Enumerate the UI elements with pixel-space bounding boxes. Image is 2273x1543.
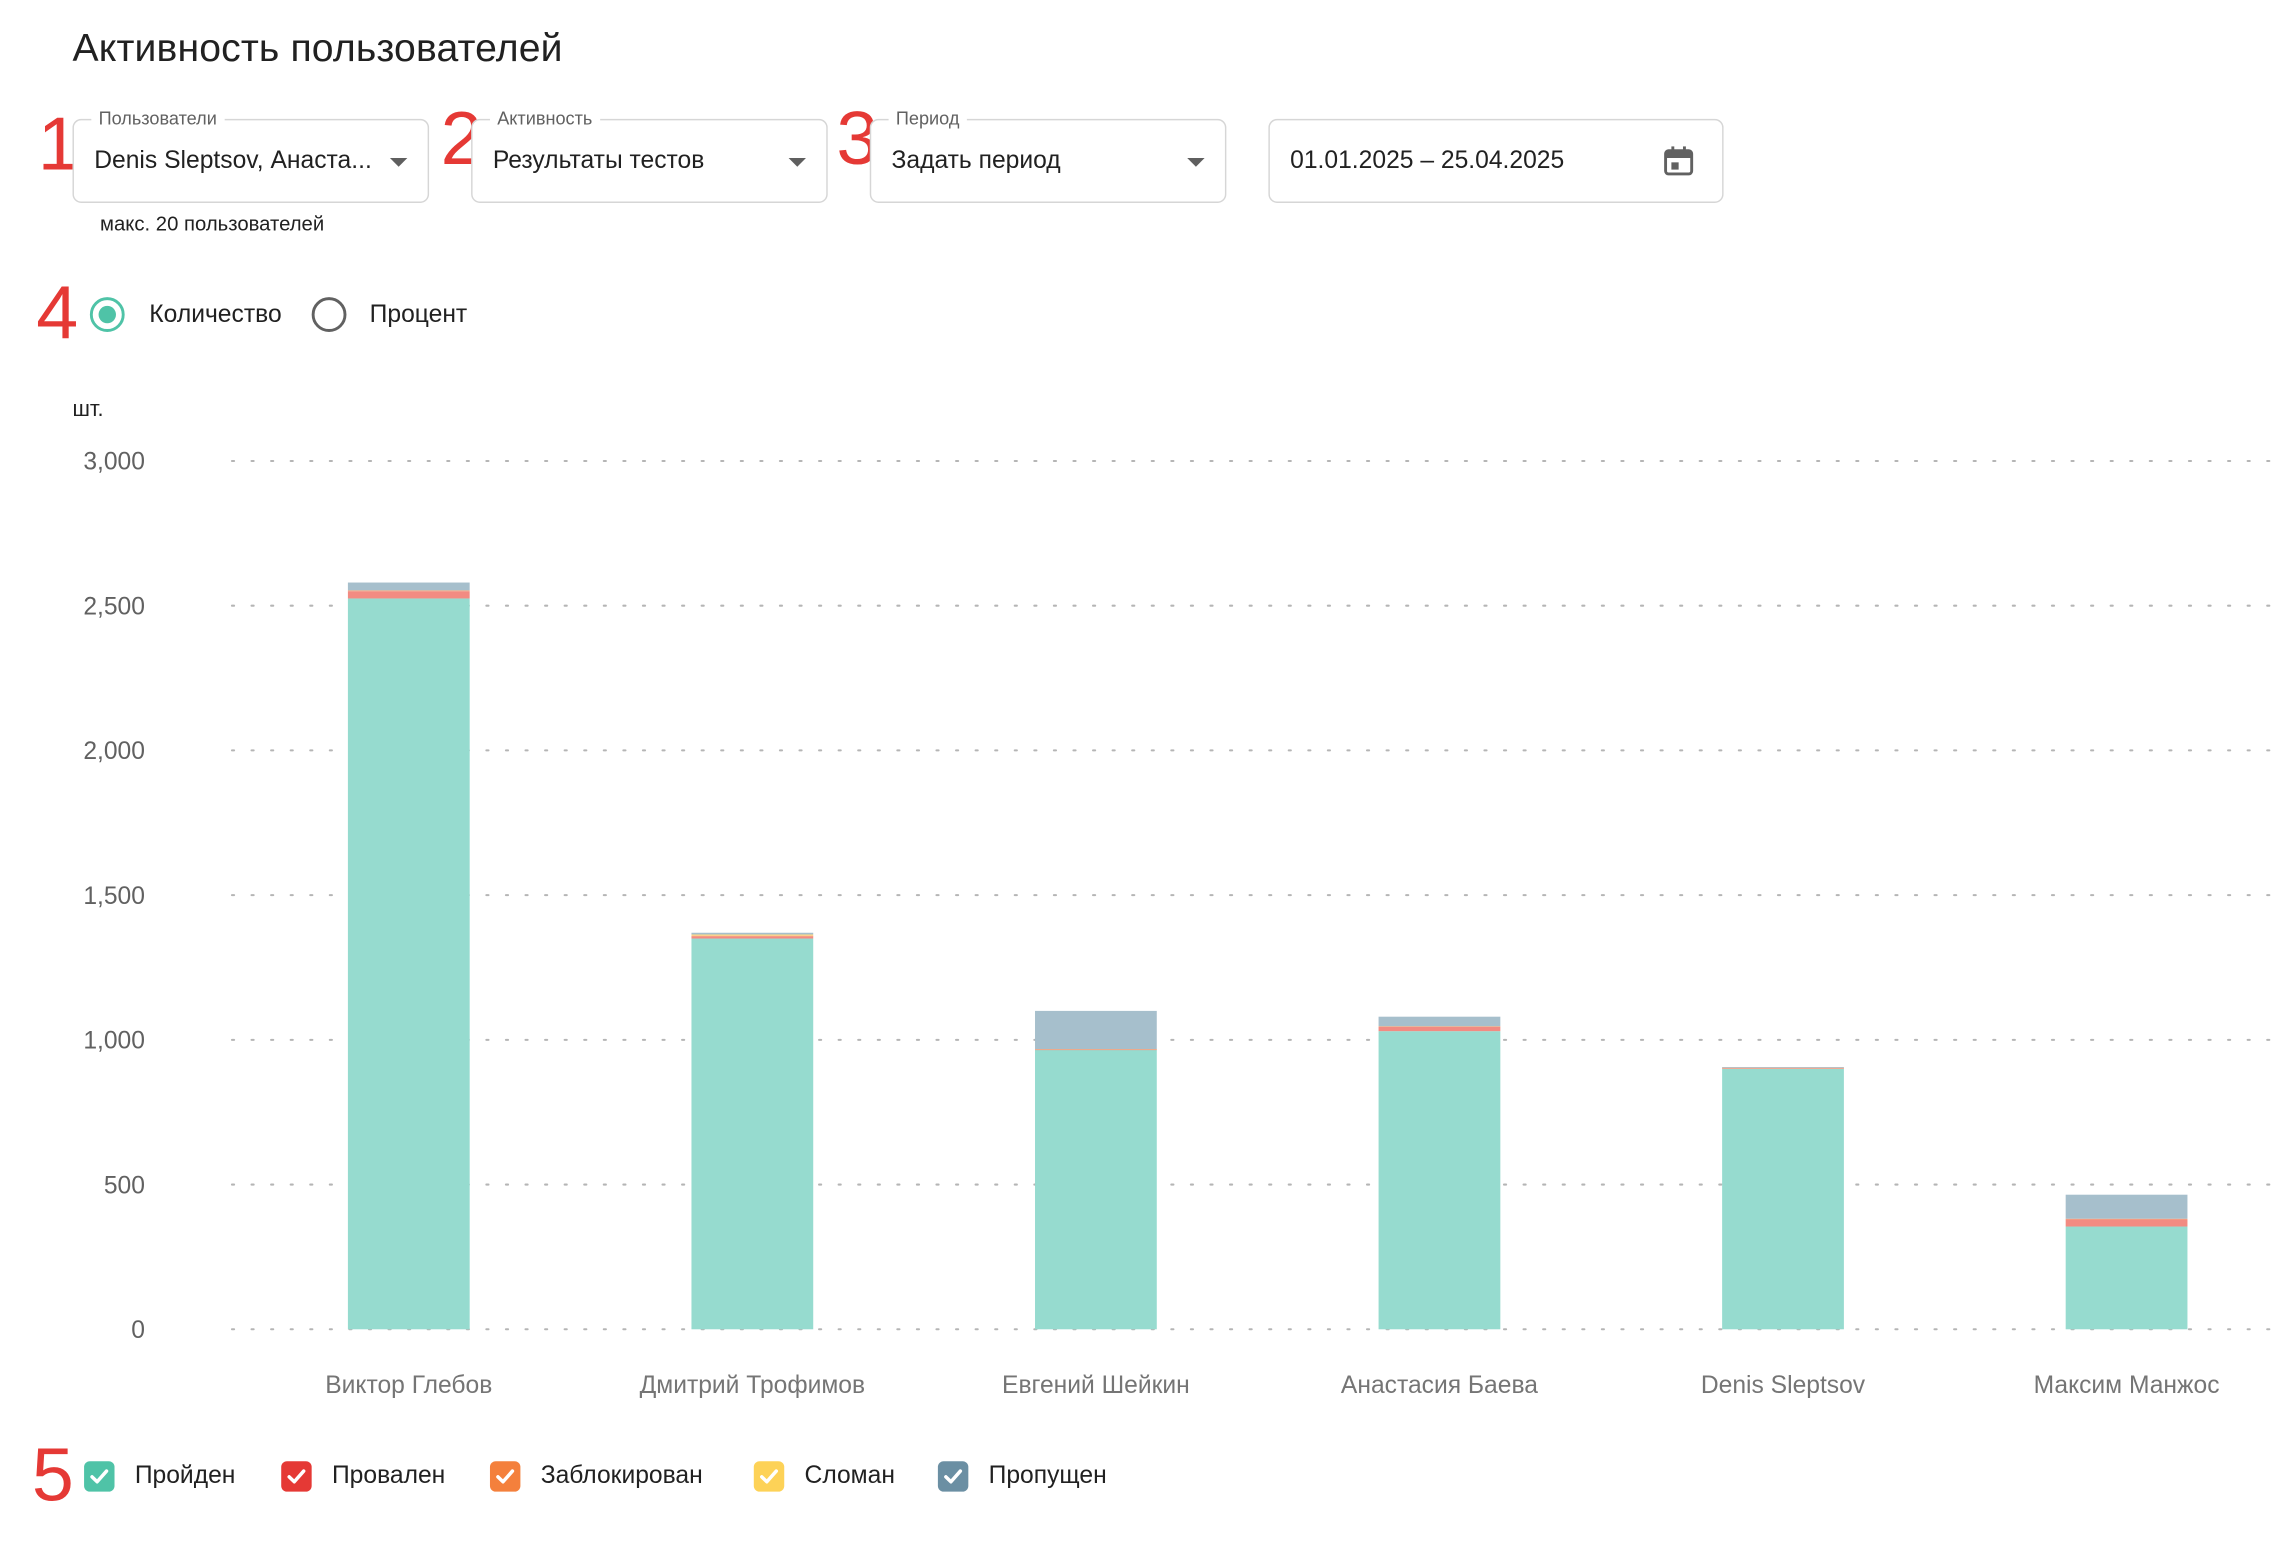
bar-segment	[2065, 1218, 2188, 1220]
bar-segment	[1035, 1049, 1157, 1330]
checkbox-checked-icon[interactable]	[489, 1460, 521, 1491]
y-tick-label: 1,500	[83, 883, 145, 910]
date-range-value: 01.01.2025 – 25.04.2025	[1290, 146, 1565, 174]
radio-percent-label[interactable]: Процент	[369, 300, 468, 328]
x-category-label: Евгений Шейкин	[1002, 1372, 1190, 1399]
page-title: Активность пользователей	[72, 26, 563, 70]
bar-segment	[1378, 1026, 1501, 1027]
bar-segment	[2065, 1194, 2188, 1219]
bar-segment	[1378, 1016, 1501, 1027]
y-tick-label: 2,500	[83, 593, 145, 620]
legend-label: Пропущен	[988, 1461, 1107, 1489]
y-tick-label: 3,000	[83, 449, 145, 476]
legend-item[interactable]: Пропущен	[937, 1458, 1107, 1493]
bar-segment	[691, 934, 814, 936]
bar-segment	[2065, 1226, 2188, 1330]
bar-segment	[347, 590, 470, 592]
activity-select-value: Результаты тестов	[492, 146, 705, 174]
activity-select[interactable]: Активность Результаты тестов	[471, 108, 828, 203]
step-marker-4: 4	[36, 271, 79, 356]
x-category-label: Denis Sleptsov	[1701, 1372, 1866, 1399]
legend-item[interactable]: Провален	[281, 1458, 445, 1493]
bar-segment	[347, 591, 470, 599]
step-marker-5: 5	[31, 1433, 74, 1518]
bar-segment	[1378, 1031, 1501, 1330]
bar-segment	[1035, 1010, 1157, 1050]
x-category-label: Анастасия Баева	[1341, 1372, 1538, 1399]
legend-label: Провален	[331, 1461, 446, 1489]
bar-segment	[347, 582, 470, 591]
bar-segment	[691, 935, 814, 937]
legend-item[interactable]: Сломан	[753, 1458, 895, 1493]
y-tick-label: 2,000	[83, 738, 145, 765]
checkbox-checked-icon[interactable]	[281, 1460, 312, 1491]
checkbox-checked-icon[interactable]	[84, 1460, 115, 1491]
x-category-label: Максим Манжос	[2034, 1372, 2220, 1399]
period-select[interactable]: Период Задать период	[869, 108, 1227, 203]
checkbox-checked-icon[interactable]	[937, 1460, 969, 1491]
radio-quantity-label[interactable]: Количество	[149, 300, 282, 328]
chevron-down-icon	[389, 158, 408, 167]
bar-segment	[691, 936, 814, 939]
bar-segment	[1378, 1026, 1501, 1032]
chevron-down-icon	[1187, 158, 1205, 167]
y-tick-label: 0	[131, 1317, 145, 1344]
stacked-bar-chart: шт. 0 500 1,000 1,500 2,000 2,500 3,000 Виктор Г…	[72, 396, 2273, 1399]
activity-select-label: Активность	[489, 108, 600, 131]
legend-label: Пройден	[134, 1461, 236, 1489]
users-select-label: Пользователи	[91, 108, 225, 131]
y-tick-label: 1,000	[83, 1028, 145, 1055]
legend-item[interactable]: Пройден	[84, 1458, 235, 1493]
users-select[interactable]: Пользователи Denis Sleptsov, Анаста...	[72, 108, 430, 203]
bar-segment	[2065, 1219, 2188, 1227]
bar-segment	[347, 598, 470, 1330]
y-unit-label: шт.	[72, 396, 103, 421]
date-range-field[interactable]: 01.01.2025 – 25.04.2025	[1268, 118, 1724, 203]
chevron-down-icon	[788, 158, 806, 167]
period-select-label: Период	[888, 108, 967, 131]
legend-label: Сломан	[804, 1461, 895, 1489]
radio-quantity[interactable]	[89, 297, 125, 332]
bar-segment	[1722, 1068, 1844, 1330]
y-tick-label: 500	[104, 1172, 145, 1199]
radio-percent[interactable]	[311, 297, 347, 332]
users-helper-text: макс. 20 пользователей	[100, 211, 325, 235]
legend-label: Заблокирован	[540, 1461, 703, 1489]
checkbox-checked-icon[interactable]	[753, 1460, 785, 1491]
x-category-label: Дмитрий Трофимов	[640, 1372, 865, 1399]
calendar-icon[interactable]	[1661, 144, 1696, 179]
bar-segment	[1722, 1067, 1844, 1069]
period-select-value: Задать период	[891, 146, 1061, 174]
bar-segment	[1722, 1067, 1844, 1068]
users-select-value: Denis Sleptsov, Анаста...	[94, 146, 372, 174]
bar-segment	[691, 938, 814, 1330]
legend-item[interactable]: Заблокирован	[489, 1458, 703, 1493]
bar-segment	[1035, 1049, 1157, 1050]
bar-segment	[691, 932, 814, 935]
x-category-label: Виктор Глебов	[325, 1372, 492, 1399]
